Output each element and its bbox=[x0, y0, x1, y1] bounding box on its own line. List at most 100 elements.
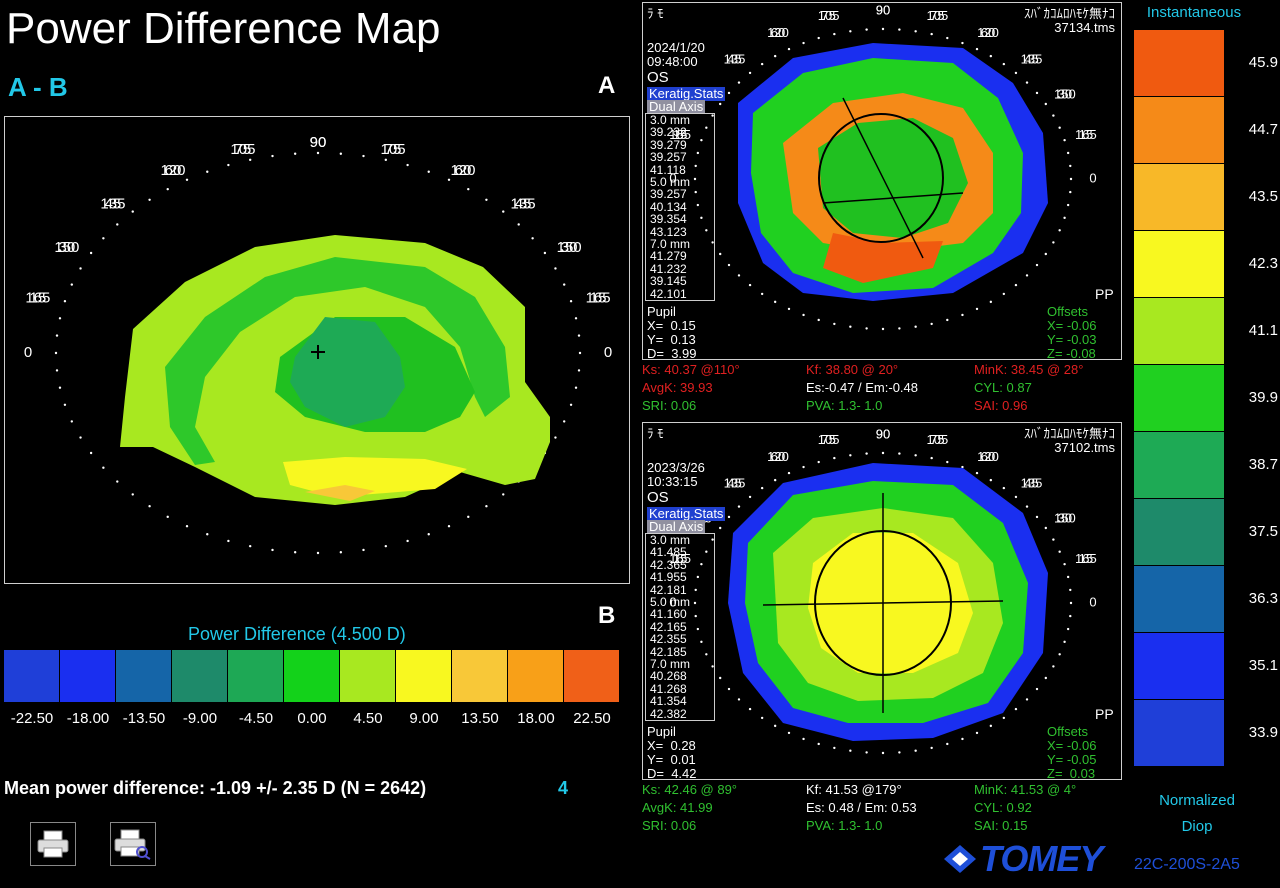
dial-tick bbox=[63, 403, 67, 406]
dial-label: 30 bbox=[1058, 510, 1072, 525]
legend-swatch bbox=[1134, 432, 1224, 499]
legend-swatch bbox=[1134, 97, 1224, 164]
dial-tick bbox=[760, 62, 764, 66]
print-button[interactable] bbox=[30, 822, 76, 866]
dial-tick bbox=[569, 300, 573, 303]
exam-a-map[interactable]: 0153045607590105120135150165015304560759… bbox=[643, 3, 1123, 361]
exam-b-panel[interactable]: 0153045607590105120135150165015304560759… bbox=[642, 422, 1123, 781]
dial-tick bbox=[930, 746, 933, 750]
dial-tick bbox=[773, 300, 777, 304]
dial-label: 15 bbox=[1079, 551, 1093, 566]
dial-tick bbox=[760, 716, 764, 720]
dial-tick bbox=[577, 369, 581, 372]
legend-footer-normalized: Normalized bbox=[1159, 792, 1235, 809]
dial-tick bbox=[185, 178, 189, 181]
dial-tick bbox=[737, 81, 741, 84]
exam-b-axis-tab[interactable]: Dual Axis bbox=[647, 519, 706, 534]
dial-label: 165 bbox=[25, 290, 50, 307]
dial-label: 90 bbox=[876, 3, 890, 17]
dial-tick bbox=[849, 325, 852, 328]
exam-a-kf: Kf: 38.80 @ 20° bbox=[806, 362, 899, 377]
exam-b-header-left: ﾗ ﾓ bbox=[647, 426, 664, 441]
dial-tick bbox=[1069, 190, 1072, 194]
exam-a-pva: PVA: 1.3- 1.0 bbox=[806, 398, 883, 413]
dial-label: 135 bbox=[724, 476, 746, 491]
difference-map-panel[interactable]: 0 15 30 45 60 75 90 105 120 135 150 165 0 15 30 45 60 75 9… bbox=[4, 116, 630, 584]
scale-label: -13.50 bbox=[122, 710, 166, 727]
dial-tick bbox=[1002, 62, 1006, 66]
dial-tick bbox=[1025, 274, 1029, 277]
legend-swatch bbox=[1134, 499, 1224, 566]
side-table-value: 41.485 bbox=[650, 545, 687, 560]
exam-a-stats-tab[interactable]: Keratig.Stats bbox=[647, 86, 726, 101]
side-table-value: 7.0 mm bbox=[650, 657, 691, 672]
exam-a-side-table: 3.0 mm 39.232 39.279 39.257 41.118 5.0 mm 39.2… bbox=[645, 113, 715, 301]
print-preview-button[interactable] bbox=[110, 822, 156, 866]
exam-a-panel[interactable]: 0153045607590105120135150165015304560759… bbox=[642, 2, 1123, 361]
dial-tick bbox=[898, 28, 901, 31]
dial-tick bbox=[760, 292, 764, 296]
dial-tick bbox=[574, 386, 578, 389]
dial-label: 60 bbox=[165, 162, 182, 179]
exam-a-eye: OS bbox=[647, 69, 669, 86]
dial-tick bbox=[1035, 687, 1039, 691]
dial-tick bbox=[54, 351, 58, 355]
exam-a-axis-1 bbox=[842, 97, 924, 259]
dial-tick bbox=[102, 237, 105, 240]
dial-tick bbox=[946, 318, 949, 322]
dial-tick bbox=[166, 187, 169, 191]
dial-tick bbox=[447, 525, 451, 528]
mean-power-difference: Mean power difference: -1.09 +/- 2.35 D … bbox=[4, 778, 427, 798]
exam-a-mink: MinK: 38.45 @ 28° bbox=[974, 362, 1084, 377]
side-table-value: 42.382 bbox=[650, 706, 687, 721]
dial-tick bbox=[1069, 164, 1072, 168]
dial-tick bbox=[316, 151, 320, 155]
side-table-value: 42.181 bbox=[650, 582, 687, 597]
exam-a-axis-tab[interactable]: Dual Axis bbox=[647, 99, 706, 114]
dial-tick bbox=[727, 91, 731, 95]
dial-tick bbox=[293, 551, 297, 554]
dial-tick bbox=[339, 152, 343, 155]
dial-tick bbox=[817, 318, 820, 322]
dial-tick bbox=[1035, 515, 1039, 519]
dial-tick bbox=[406, 539, 409, 543]
scale-swatch bbox=[60, 650, 116, 702]
side-table-value: 39.354 bbox=[650, 212, 687, 227]
dial-tick bbox=[248, 544, 252, 548]
side-table-value: 7.0 mm bbox=[650, 237, 691, 252]
dial-label: 45 bbox=[515, 195, 532, 212]
dial-tick bbox=[914, 325, 917, 328]
dial-tick bbox=[227, 539, 230, 543]
dial-label: 0 bbox=[669, 594, 676, 609]
dial-tick bbox=[531, 237, 534, 240]
dial-label: 75 bbox=[821, 8, 835, 23]
dial-tick bbox=[1063, 562, 1066, 566]
difference-color-scale bbox=[4, 650, 620, 702]
dial-tick bbox=[1058, 229, 1061, 232]
scale-label: 9.00 bbox=[409, 710, 439, 727]
dial-tick bbox=[1002, 486, 1006, 490]
tomey-logo-icon bbox=[944, 845, 976, 873]
side-table-value: 5.0 mm bbox=[650, 175, 691, 190]
dial-tick bbox=[975, 307, 979, 311]
legend-value: 35.1 bbox=[1248, 657, 1278, 674]
dial-label: 90 bbox=[310, 134, 327, 151]
side-table-value: 41.354 bbox=[650, 694, 687, 709]
dial-tick bbox=[696, 151, 700, 155]
dial-tick bbox=[817, 36, 820, 40]
dial-tick bbox=[577, 334, 581, 337]
dial-tick bbox=[362, 154, 365, 158]
dial-tick bbox=[1052, 665, 1055, 668]
scale-swatch bbox=[284, 650, 340, 702]
model-number: 22C-200S-2A5 bbox=[1134, 856, 1240, 873]
dial-tick bbox=[696, 203, 700, 207]
legend-swatch bbox=[1134, 298, 1224, 365]
dial-label: 75 bbox=[821, 432, 835, 447]
exam-b-map[interactable]: 0153045607590105120135150165015304560759… bbox=[643, 423, 1123, 781]
dial-tick bbox=[1052, 241, 1055, 244]
dial-tick bbox=[554, 436, 557, 439]
dial-tick bbox=[989, 300, 993, 304]
dial-tick bbox=[271, 548, 274, 552]
exam-b-stats-tab[interactable]: Keratig.Stats bbox=[647, 506, 726, 521]
